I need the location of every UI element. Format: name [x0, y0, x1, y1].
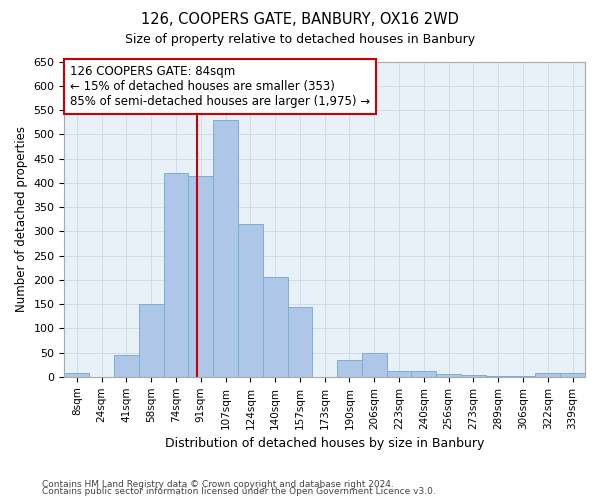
Bar: [362, 352, 386, 377]
Bar: [263, 278, 287, 377]
Bar: [337, 360, 362, 377]
Y-axis label: Number of detached properties: Number of detached properties: [15, 126, 28, 312]
Bar: [461, 376, 486, 377]
Bar: [188, 176, 213, 377]
Bar: [386, 370, 412, 377]
Bar: [287, 308, 313, 377]
Bar: [412, 370, 436, 377]
Bar: [436, 374, 461, 377]
Bar: [238, 224, 263, 377]
Bar: [164, 173, 188, 377]
Text: Size of property relative to detached houses in Banbury: Size of property relative to detached ho…: [125, 32, 475, 46]
Bar: [139, 304, 164, 377]
Text: Contains public sector information licensed under the Open Government Licence v3: Contains public sector information licen…: [42, 488, 436, 496]
Text: Contains HM Land Registry data © Crown copyright and database right 2024.: Contains HM Land Registry data © Crown c…: [42, 480, 394, 489]
Bar: [213, 120, 238, 377]
Bar: [114, 355, 139, 377]
X-axis label: Distribution of detached houses by size in Banbury: Distribution of detached houses by size …: [165, 437, 484, 450]
Text: 126, COOPERS GATE, BANBURY, OX16 2WD: 126, COOPERS GATE, BANBURY, OX16 2WD: [141, 12, 459, 28]
Bar: [535, 374, 560, 377]
Bar: [64, 373, 89, 377]
Text: 126 COOPERS GATE: 84sqm
← 15% of detached houses are smaller (353)
85% of semi-d: 126 COOPERS GATE: 84sqm ← 15% of detache…: [70, 64, 370, 108]
Bar: [560, 374, 585, 377]
